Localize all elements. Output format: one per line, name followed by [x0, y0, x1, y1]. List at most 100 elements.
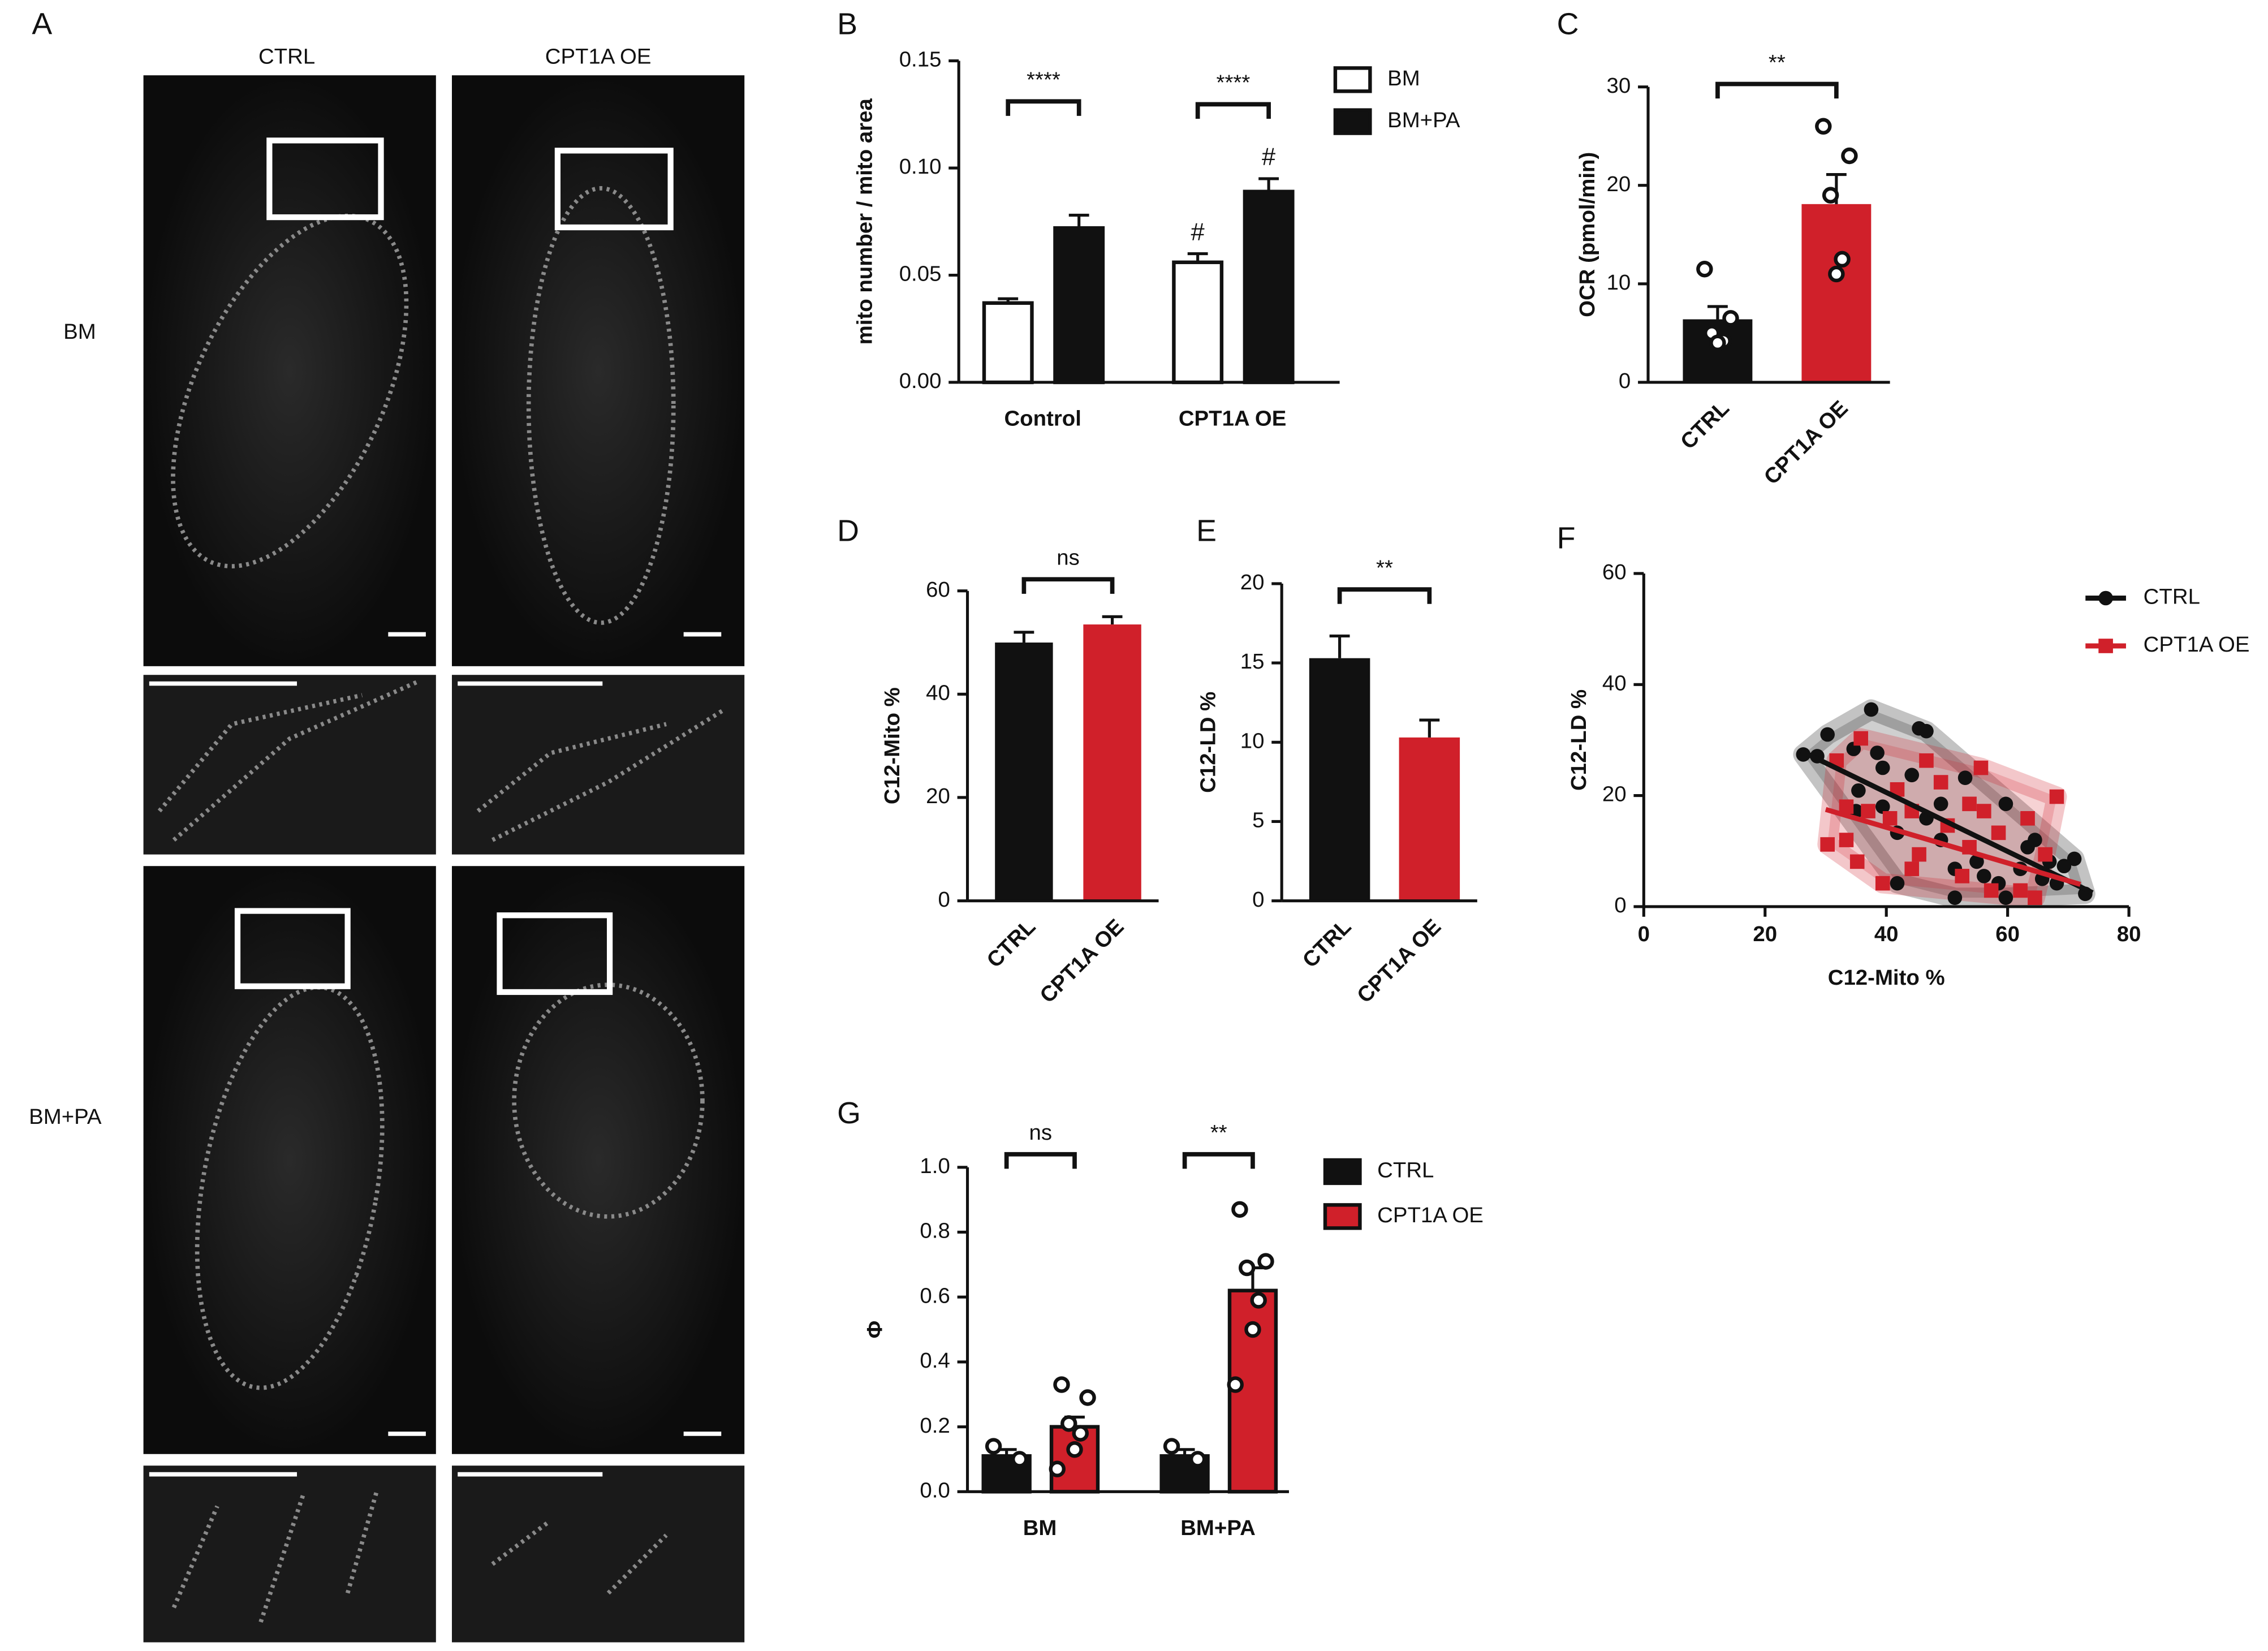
x-tick-label: CPT1A OE	[1760, 396, 1853, 489]
micrograph	[451, 866, 745, 1454]
y-tick-label: 0	[938, 887, 950, 912]
data-point	[1049, 1460, 1066, 1477]
x-tick-label: CPT1A OE	[1352, 915, 1446, 1008]
x-tick-label: CTRL	[982, 915, 1041, 973]
data-point	[1060, 1415, 1077, 1432]
y-tick-label: 0.15	[899, 48, 942, 72]
panel-letter: F	[1557, 521, 1576, 555]
data-point	[1696, 261, 1713, 278]
data-point	[1257, 1253, 1274, 1270]
x-tick-label: BM	[1023, 1516, 1057, 1540]
data-point	[2013, 883, 2028, 898]
x-tick-label: Control	[1004, 407, 1081, 431]
legend-swatch	[1323, 1203, 1362, 1230]
micrograph	[143, 75, 436, 666]
data-point	[1973, 760, 1989, 775]
data-point	[1189, 1451, 1206, 1468]
significance-bracket	[1182, 1152, 1255, 1169]
y-axis-label: OCR (pmol/min)	[1575, 152, 1599, 317]
error-bar	[1102, 615, 1123, 625]
data-point	[1227, 1376, 1244, 1393]
row-label: BM+PA	[29, 1105, 102, 1129]
y-tick-label: 20	[926, 784, 950, 808]
x-tick-label: 0	[1638, 922, 1650, 946]
panel-letter: E	[1196, 514, 1217, 548]
data-point	[1875, 876, 1890, 891]
data-point	[2028, 890, 2042, 905]
data-point	[1244, 1321, 1261, 1338]
y-tick-label: 0.0	[920, 1478, 950, 1502]
data-point	[1962, 796, 1977, 812]
inset	[451, 675, 745, 855]
x-tick-label: CPT1A OE	[1035, 915, 1128, 1008]
error-bar	[1707, 305, 1728, 320]
roi-box	[234, 137, 674, 995]
data-point	[1163, 1438, 1180, 1455]
y-tick-label: 0.4	[920, 1348, 950, 1373]
data-point	[1053, 1376, 1070, 1393]
data-point	[1998, 890, 2013, 905]
x-tick-label: 80	[2117, 922, 2141, 946]
scale-bar	[149, 632, 722, 1477]
data-point	[1851, 783, 1866, 798]
y-tick-label: 60	[926, 577, 950, 602]
annotation: #	[1262, 144, 1275, 171]
panel-letter: A	[32, 7, 52, 41]
data-point	[1066, 1441, 1083, 1458]
y-tick-label: 30	[1607, 74, 1631, 98]
significance-label: **	[1376, 555, 1393, 580]
y-tick-label: 20	[1240, 570, 1265, 594]
legend-swatch	[1333, 108, 1372, 135]
data-point	[1957, 770, 1973, 785]
data-point	[1875, 760, 1890, 775]
significance-label: **	[1210, 1120, 1227, 1145]
data-point	[1933, 775, 1948, 790]
legend-label: CTRL	[2144, 585, 2200, 609]
column-label: CTRL	[258, 45, 315, 69]
significance-bracket	[1337, 587, 1432, 604]
x-tick-label: BM+PA	[1180, 1516, 1256, 1540]
significance-bracket	[1004, 1152, 1077, 1169]
significance-label: ****	[1217, 71, 1251, 95]
y-tick-label: 0	[1619, 369, 1631, 393]
legend-label: CPT1A OE	[2144, 632, 2250, 657]
y-axis-label: C12-LD %	[1196, 692, 1220, 793]
data-point	[2056, 859, 2072, 874]
legend-label: CTRL	[1377, 1158, 1434, 1183]
x-tick-label: CTRL	[1676, 396, 1734, 454]
data-point	[1011, 1451, 1028, 1468]
data-point	[1977, 804, 1991, 818]
data-point	[1722, 310, 1739, 327]
panel-a: A CTRL CPT1A OE BM BM+PA	[29, 7, 745, 1643]
bar	[1083, 624, 1141, 901]
error-bar	[1014, 631, 1034, 643]
data-point	[2067, 851, 2082, 867]
data-point	[1912, 847, 1926, 862]
inset	[451, 1465, 745, 1643]
panel-letter: G	[837, 1096, 861, 1130]
data-point	[1250, 1292, 1267, 1309]
data-point	[1709, 334, 1726, 352]
significance-bracket	[1195, 102, 1271, 119]
data-point	[1853, 731, 1868, 746]
error-bar	[1329, 634, 1350, 658]
data-point	[1834, 251, 1851, 268]
error-bar	[1258, 177, 1279, 192]
x-tick-label: 40	[1874, 922, 1899, 946]
y-tick-label: 0	[1614, 893, 1626, 917]
data-point	[2028, 833, 2042, 847]
y-tick-label: 60	[1602, 560, 1627, 584]
legend-marker	[2098, 590, 2113, 606]
y-tick-label: 20	[1607, 172, 1631, 196]
data-point	[1969, 854, 1984, 869]
data-point	[1919, 723, 1934, 739]
panel-letter: C	[1557, 7, 1579, 41]
data-point	[1072, 1425, 1089, 1442]
y-axis-label: C12-Mito %	[880, 687, 904, 804]
legend-label: BM	[1387, 66, 1420, 90]
y-axis-label: mito number / mito area	[852, 98, 877, 345]
bar	[1399, 737, 1460, 901]
data-point	[2049, 789, 2064, 804]
y-tick-label: 0.6	[920, 1283, 950, 1308]
